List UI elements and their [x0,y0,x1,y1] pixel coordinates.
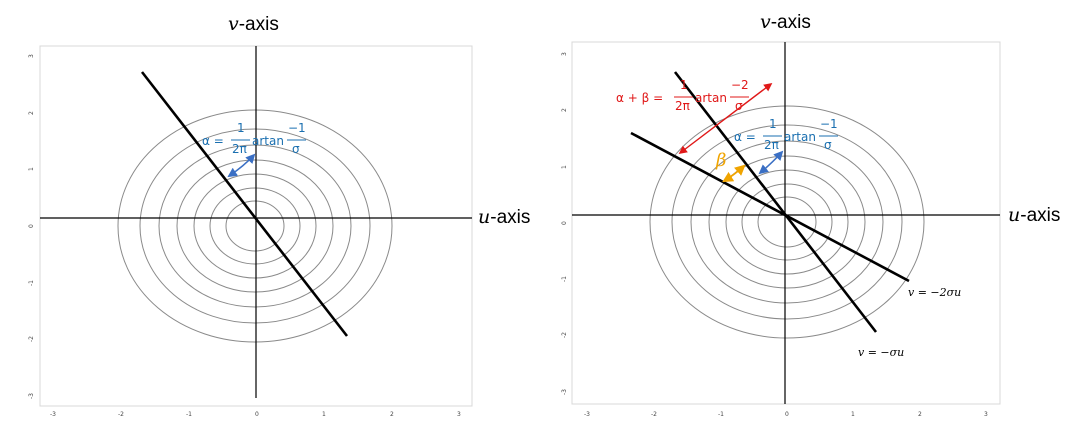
alpha-beta-label: α + β = [616,91,663,105]
tick-label: 2 [28,111,35,115]
tick-label: -2 [561,332,568,338]
tick-label: -1 [718,411,724,418]
alpha-beta-arg-numerator: −2 [731,78,749,92]
tick-label: -3 [50,411,56,418]
right-alpha-arrow [758,150,784,175]
line-label-v-neg-sigma-u: v = −σu [858,346,904,359]
left-y-ticks: 3 2 1 0 -1 -2 -3 [28,54,35,399]
contour-ring [757,196,817,248]
tick-label: -1 [186,411,192,418]
tick-label: 1 [851,411,855,418]
contour-ring [158,144,352,308]
right-x-ticks: -3 -2 -1 0 1 2 3 [584,411,988,418]
contour-ring [117,109,393,343]
right-y-ticks: 3 2 1 0 -1 -2 -3 [561,52,568,395]
tick-label: 2 [561,108,568,112]
tick-label: 1 [28,167,35,171]
left-panel: v-axis u-axis α = 1 2π artan −1 σ -3 -2 … [28,13,530,418]
tick-label: -3 [28,393,35,399]
alpha-arg-denominator: σ [292,142,300,156]
tick-label: -1 [561,276,568,282]
tick-label: -3 [561,389,568,395]
alpha-arg-numerator: −1 [820,117,838,131]
tick-label: -2 [28,336,35,342]
tick-label: 1 [322,411,326,418]
right-v-axis-title: v-axis [760,11,811,33]
alpha-label: α = [202,134,224,148]
alpha-fraction-denominator: 2π [232,142,247,156]
left-line-v-neg-sigma-u [140,71,349,337]
right-alpha-beta-formula: α + β = 1 2π artan −2 σ [616,78,749,113]
alpha-beta-fraction-denominator: 2π [675,99,690,113]
alpha-beta-function: artan [695,91,727,105]
left-alpha-arrow [227,153,256,178]
contour-ring [176,159,334,293]
alpha-beta-arg-denominator: σ [735,99,743,113]
alpha-function: artan [252,134,284,148]
right-u-axis-title: u-axis [1008,204,1060,226]
tick-label: 3 [28,54,35,58]
tick-label: 3 [457,411,461,418]
contour-ring [649,105,925,339]
tick-label: 2 [390,411,394,418]
tick-label: 1 [561,165,568,169]
alpha-fraction-denominator: 2π [764,138,779,152]
tick-label: 3 [984,411,988,418]
alpha-arg-numerator: −1 [288,121,306,135]
contour-ring [708,155,866,289]
right-line-v-neg-2sigma-u [630,131,910,283]
contour-ring [139,128,371,324]
tick-label: 0 [28,224,35,228]
contour-ring [725,169,849,275]
tick-label: 3 [561,52,568,56]
alpha-fraction-numerator: 1 [769,117,777,131]
beta-label: β [715,150,726,171]
right-line-v-neg-sigma-u [673,71,878,333]
tick-label: 0 [561,221,568,225]
alpha-function: artan [784,130,816,144]
contour-ring [225,200,285,252]
right-beta-arrow [722,164,746,183]
left-alpha-formula: α = 1 2π artan −1 σ [202,121,306,156]
right-panel: v-axis u-axis α = 1 2π artan −1 σ α + β … [561,11,1060,418]
alpha-arg-denominator: σ [824,138,832,152]
left-x-ticks: -3 -2 -1 0 1 2 3 [50,411,461,418]
left-v-axis-title: v-axis [228,13,279,35]
right-alpha-beta-arrow [678,82,773,155]
tick-label: -2 [118,411,124,418]
alpha-beta-fraction-numerator: 1 [680,78,688,92]
alpha-fraction-numerator: 1 [237,121,245,135]
right-plot-frame [571,41,1001,405]
contour-ring [193,173,317,279]
line-label-v-neg-2sigma-u: v = −2σu [908,286,961,299]
tick-label: 2 [918,411,922,418]
tick-label: -1 [28,280,35,286]
right-contours [649,105,925,339]
alpha-label: α = [734,130,756,144]
tick-label: 0 [785,411,789,418]
contour-ring [741,183,833,261]
tick-label: -2 [651,411,657,418]
left-u-axis-title: u-axis [478,206,530,228]
tick-label: -3 [584,411,590,418]
contour-ring [671,124,903,320]
tick-label: 0 [255,411,259,418]
right-alpha-formula: α = 1 2π artan −1 σ [734,117,838,152]
contour-ring [690,140,884,304]
contour-ring [209,187,301,265]
